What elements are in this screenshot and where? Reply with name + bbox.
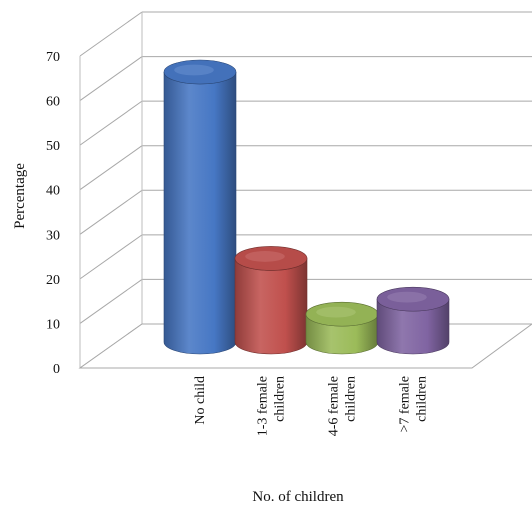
gridline-wall	[79, 11, 143, 57]
bar-group	[376, 286, 450, 355]
x-tick-label: children	[415, 376, 430, 422]
y-tick-label: 50	[46, 139, 60, 154]
bar-series	[163, 59, 450, 355]
bar-top-highlight	[245, 251, 285, 262]
x-tick-label: children	[273, 376, 288, 422]
x-tick-label: >7 female	[398, 376, 413, 432]
x-tick-label: children	[344, 376, 359, 422]
gridline-wall	[79, 56, 143, 101]
bar-group	[234, 246, 308, 355]
y-axis-title: Percentage	[12, 163, 28, 229]
bar	[234, 258, 308, 355]
x-tick-label: 1-3 female	[256, 376, 271, 436]
y-tick-label: 0	[53, 362, 60, 377]
axis-labels: Percentage No. of children 0 10 20 30 40 50 60…	[12, 50, 430, 505]
y-tick-label: 20	[46, 273, 60, 288]
gridline-wall	[79, 100, 143, 146]
x-axis-title: No. of children	[252, 489, 344, 505]
bar-top-highlight	[174, 64, 214, 76]
bar-top-highlight	[316, 306, 356, 318]
y-tick-label: 10	[46, 317, 60, 332]
gridline-wall	[79, 145, 143, 191]
gridline-wall	[79, 234, 143, 280]
x-tick-label: No child	[193, 376, 208, 425]
y-tick-label: 30	[46, 228, 60, 243]
bar-top-highlight	[387, 291, 427, 303]
y-tick-label: 40	[46, 184, 60, 199]
bar	[163, 71, 237, 355]
bar-group	[305, 301, 379, 355]
y-tick-label: 60	[46, 95, 60, 110]
bar-group	[163, 59, 237, 355]
gridline-wall	[79, 189, 143, 235]
x-tick-label: 4-6 female	[327, 376, 342, 436]
gridline-wall	[79, 279, 143, 324]
y-tick-label: 70	[46, 50, 60, 65]
